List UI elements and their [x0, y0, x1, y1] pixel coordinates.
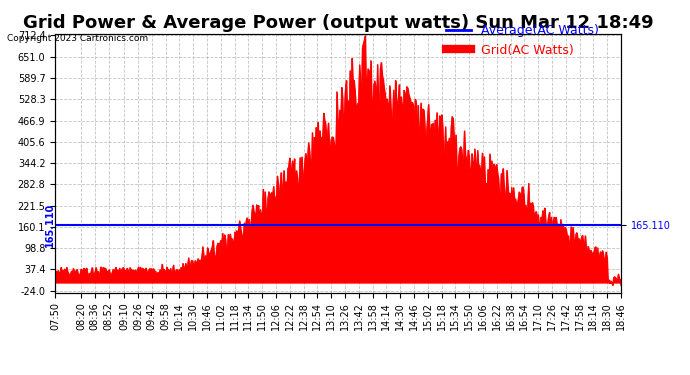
Text: Copyright 2023 Cartronics.com: Copyright 2023 Cartronics.com [7, 34, 148, 43]
Title: Grid Power & Average Power (output watts) Sun Mar 12 18:49: Grid Power & Average Power (output watts… [23, 14, 653, 32]
Text: 165.110: 165.110 [45, 203, 55, 248]
Legend: Average(AC Watts), Grid(AC Watts): Average(AC Watts), Grid(AC Watts) [440, 19, 604, 62]
